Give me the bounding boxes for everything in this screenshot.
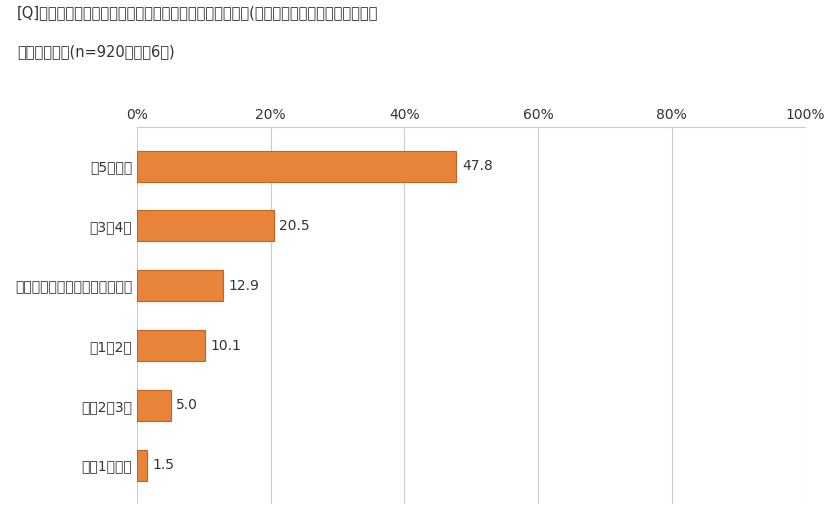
Text: 20.5: 20.5 bbox=[280, 219, 310, 233]
Text: 10.1: 10.1 bbox=[210, 338, 241, 352]
Bar bbox=[137, 390, 171, 421]
Text: 1.5: 1.5 bbox=[153, 458, 175, 472]
Bar bbox=[137, 270, 223, 302]
Text: 含みます）。(n=920、上位6つ): 含みます）。(n=920、上位6つ) bbox=[17, 44, 175, 59]
Bar bbox=[137, 151, 456, 182]
Text: 47.8: 47.8 bbox=[462, 159, 492, 173]
Text: 12.9: 12.9 bbox=[228, 279, 260, 293]
Bar bbox=[137, 330, 205, 361]
Bar bbox=[137, 210, 274, 241]
Text: 5.0: 5.0 bbox=[176, 399, 197, 412]
Bar bbox=[137, 449, 147, 481]
Text: [Q]普段、あなたがお弁当を作る頻度を教えてください。(おにぎり、サンドイッチなども: [Q]普段、あなたがお弁当を作る頻度を教えてください。(おにぎり、サンドイッチな… bbox=[17, 5, 378, 20]
